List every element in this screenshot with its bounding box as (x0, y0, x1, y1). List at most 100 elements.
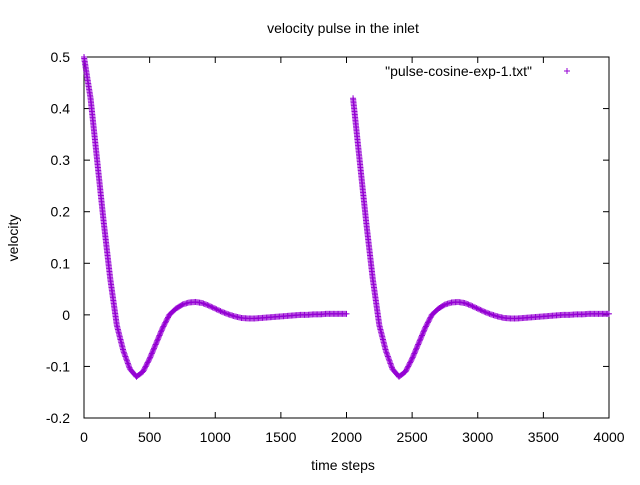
data-point-fill (473, 305, 480, 312)
x-tick-label: 500 (138, 429, 162, 445)
data-point-fill (424, 320, 431, 327)
x-tick-label: 1500 (265, 429, 296, 445)
data-point-fill (143, 362, 150, 369)
data-point-fill (420, 328, 427, 335)
data-point-fill (408, 356, 415, 363)
data-point-fill (220, 309, 227, 316)
data-point (146, 355, 153, 362)
data-point-fill (476, 306, 483, 313)
data-point-fill (200, 300, 207, 307)
data-point-fill (478, 307, 485, 314)
data-point-fill (123, 356, 130, 363)
data-point-fill (122, 354, 129, 361)
data-point-fill (410, 353, 417, 360)
data-point-fill (342, 310, 349, 317)
data-point (205, 302, 212, 309)
y-tick-label: 0.2 (51, 204, 71, 220)
data-point-fill (230, 312, 237, 319)
data-point-fill (155, 335, 162, 342)
data-point-fill (439, 302, 446, 309)
data-point-fill (466, 302, 473, 309)
data-point-fill (208, 303, 215, 310)
data-point-fill (417, 336, 424, 343)
data-point-fill (157, 331, 164, 338)
data-point-fill (142, 364, 149, 371)
data-point-fill (184, 299, 191, 306)
data-point-fill (415, 341, 422, 348)
data-point-fill (156, 332, 163, 339)
data-point-fill (414, 342, 421, 349)
data-point-fill (144, 360, 150, 367)
data-point-fill (157, 329, 164, 336)
data-point-fill (410, 351, 417, 358)
x-tick-label: 3500 (528, 429, 559, 445)
data-point-fill (148, 350, 155, 357)
data-point-fill (149, 347, 156, 354)
data-point-fill (472, 304, 479, 311)
data-point-fill (204, 302, 211, 309)
data-point-fill (447, 299, 454, 306)
data-point-fill (421, 327, 428, 334)
data-point-fill (387, 360, 394, 367)
data-point (468, 302, 475, 309)
data-point-fill (403, 367, 410, 374)
data-point-fill (405, 362, 412, 369)
y-tick-label: -0.1 (46, 358, 70, 374)
data-point-fill (121, 352, 128, 359)
data-point-fill (482, 309, 489, 316)
data-point-fill (477, 306, 484, 313)
data-point-fill (113, 320, 120, 327)
data-point-fill (145, 356, 152, 363)
data-point-fill (384, 352, 391, 359)
data-point-fill (383, 349, 390, 356)
data-point-fill (162, 319, 169, 326)
data-point-fill (217, 308, 224, 315)
data-point-fill (147, 353, 154, 360)
data-point-fill (406, 360, 413, 367)
data-point-fill (418, 333, 425, 340)
data-point-fill (147, 354, 154, 361)
data-point-fill (416, 338, 423, 345)
legend-marker-plus (564, 68, 570, 74)
legend-label: "pulse-cosine-exp-1.txt" (385, 63, 532, 79)
data-point-fill (160, 323, 167, 330)
data-point-fill (426, 315, 433, 322)
y-tick-label: 0.1 (51, 255, 71, 271)
data-point-fill (124, 360, 131, 367)
data-point-fill (493, 312, 500, 319)
data-point-fill (222, 310, 229, 317)
data-point-fill (141, 366, 148, 373)
data-point-fill (163, 317, 170, 324)
data-point-fill (412, 347, 419, 354)
data-point-fill (427, 314, 434, 321)
data-point-fill (137, 370, 144, 377)
data-point-fill (120, 349, 127, 356)
data-point-fill (483, 309, 490, 316)
data-point-fill (152, 341, 159, 348)
data-point-fill (158, 328, 165, 335)
data-point-fill (411, 350, 418, 357)
x-axis: 0 500 1000 1500 2000 2500 3000 3500 4000 (80, 57, 625, 445)
data-point-fill (419, 331, 426, 338)
data-point-fill (145, 358, 152, 365)
data-point-fill (221, 309, 228, 316)
y-axis-label: velocity (5, 215, 21, 262)
data-point-fill (414, 344, 421, 351)
data-point-fill (400, 370, 407, 377)
data-point-fill (140, 367, 147, 374)
data-point-fill (142, 363, 149, 370)
data-point-fill (154, 336, 161, 343)
x-tick-label: 4000 (593, 429, 624, 445)
data-point-fill (425, 318, 432, 325)
data-point-fill (604, 310, 611, 317)
data-point-fill (125, 361, 132, 368)
data-point (474, 305, 481, 312)
data-point-fill (210, 305, 217, 312)
data-point-fill (405, 363, 412, 370)
series-points (81, 54, 612, 380)
data-point-fill (123, 357, 130, 364)
data-point-fill (152, 342, 159, 349)
data-point-fill (124, 359, 131, 366)
data-point-fill (376, 320, 383, 327)
